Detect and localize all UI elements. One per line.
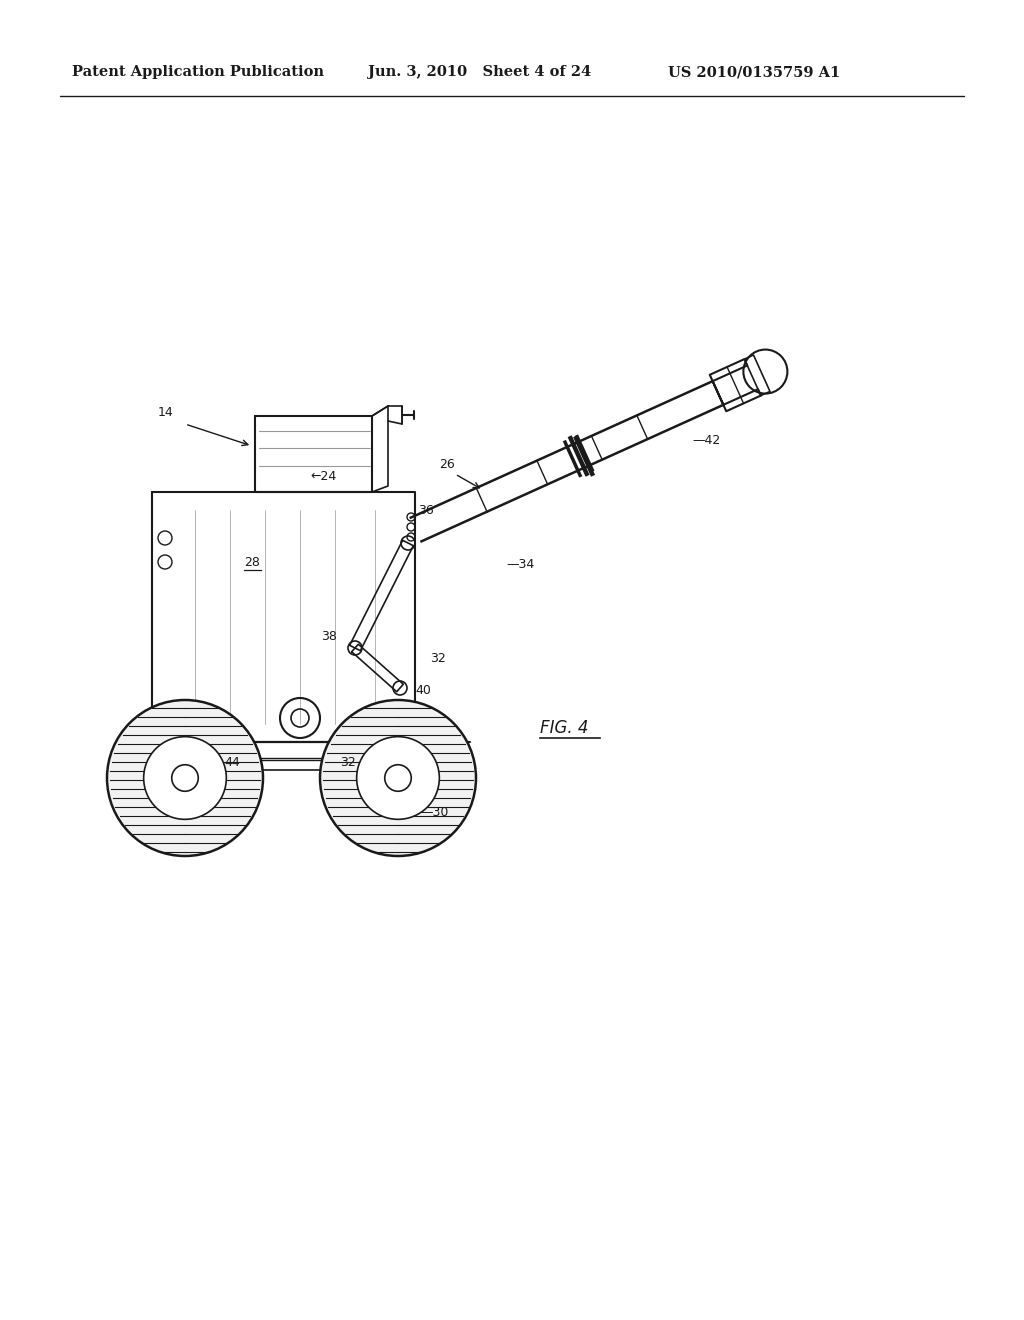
Circle shape [319, 700, 476, 855]
Text: 28: 28 [244, 556, 260, 569]
Circle shape [385, 764, 412, 791]
Text: 36: 36 [418, 504, 434, 517]
Text: 26: 26 [439, 458, 455, 470]
Text: —30: —30 [170, 805, 199, 818]
Text: 32: 32 [340, 755, 355, 768]
Text: Jun. 3, 2010   Sheet 4 of 24: Jun. 3, 2010 Sheet 4 of 24 [368, 65, 591, 79]
Circle shape [356, 737, 439, 820]
Text: 14: 14 [158, 405, 174, 418]
Text: —34: —34 [506, 557, 535, 570]
Text: —42: —42 [692, 433, 720, 446]
Text: Patent Application Publication: Patent Application Publication [72, 65, 324, 79]
Text: FIG. 4: FIG. 4 [540, 719, 589, 737]
Text: 38: 38 [322, 631, 337, 644]
Text: US 2010/0135759 A1: US 2010/0135759 A1 [668, 65, 841, 79]
Text: ←24: ←24 [310, 470, 336, 483]
Text: 44: 44 [224, 755, 240, 768]
Circle shape [172, 764, 199, 791]
Circle shape [106, 700, 263, 855]
Text: 40: 40 [415, 684, 431, 697]
Text: —30: —30 [420, 805, 449, 818]
Circle shape [143, 737, 226, 820]
Text: 32: 32 [430, 652, 445, 664]
